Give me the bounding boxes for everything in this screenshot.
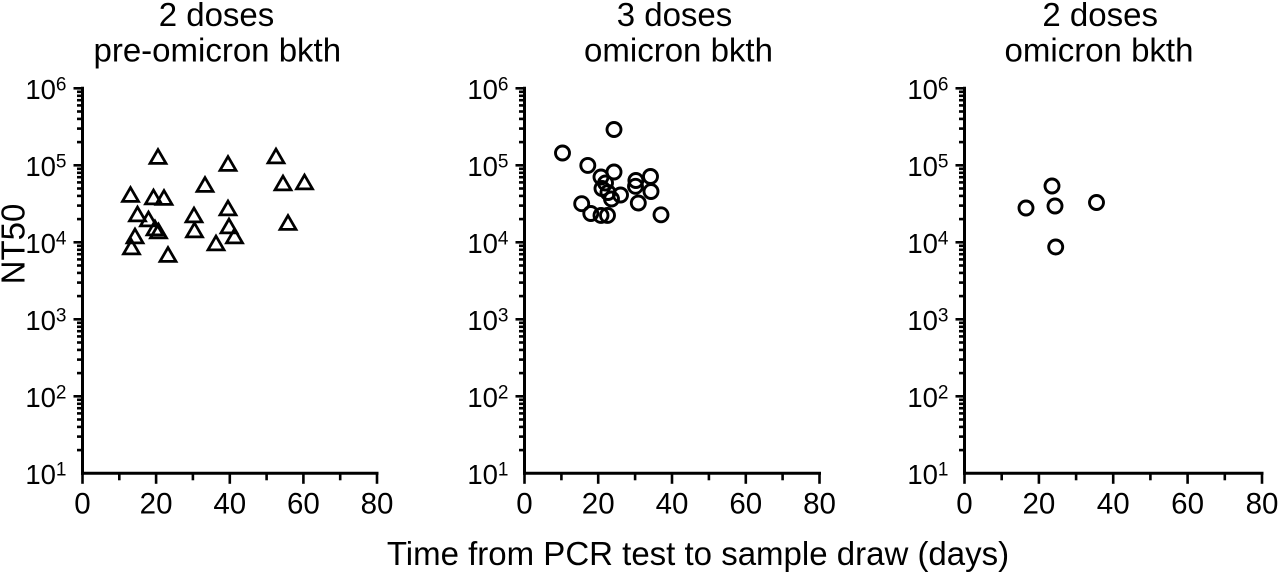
svg-text:pre-omicron bkth: pre-omicron bkth <box>93 32 341 69</box>
svg-text:2 doses: 2 doses <box>1042 0 1158 33</box>
svg-text:omicron bkth: omicron bkth <box>584 32 773 69</box>
svg-text:40: 40 <box>656 488 689 521</box>
svg-text:80: 80 <box>1246 488 1279 521</box>
svg-text:40: 40 <box>1097 488 1130 521</box>
svg-text:60: 60 <box>1171 488 1204 521</box>
svg-text:60: 60 <box>729 488 762 521</box>
svg-text:80: 80 <box>361 488 394 521</box>
svg-text:80: 80 <box>803 488 836 521</box>
svg-text:60: 60 <box>287 488 320 521</box>
svg-text:104: 104 <box>467 228 509 259</box>
svg-text:3 doses: 3 doses <box>617 0 733 33</box>
svg-text:20: 20 <box>582 488 615 521</box>
svg-text:105: 105 <box>25 151 66 182</box>
svg-text:omicron bkth: omicron bkth <box>1005 32 1194 69</box>
svg-text:2 doses: 2 doses <box>159 0 275 33</box>
svg-text:0: 0 <box>74 488 90 521</box>
svg-text:NT50: NT50 <box>0 204 32 285</box>
svg-text:0: 0 <box>516 488 532 521</box>
svg-text:40: 40 <box>213 488 246 521</box>
svg-text:0: 0 <box>956 488 972 521</box>
svg-text:20: 20 <box>1022 488 1055 521</box>
svg-text:20: 20 <box>140 488 173 521</box>
svg-text:Time from PCR test to sample d: Time from PCR test to sample draw (days) <box>387 535 1009 572</box>
